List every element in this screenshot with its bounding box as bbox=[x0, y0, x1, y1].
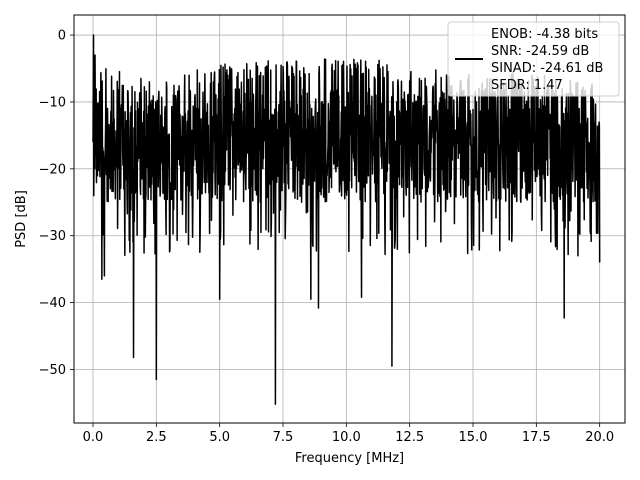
legend-enob: ENOB: -4.38 bits bbox=[491, 27, 598, 42]
x-tick-label: 17.5 bbox=[522, 430, 551, 445]
y-tick-label: −40 bbox=[39, 296, 66, 311]
y-tick-label: −20 bbox=[39, 162, 66, 177]
y-tick-label: −30 bbox=[39, 229, 66, 244]
axis-ticks: 0.0 2.5 5.0 7.5 10.0 12.5 15.0 17.5 20.0 0 −10 −20 −… bbox=[39, 29, 615, 445]
x-tick-label: 7.5 bbox=[273, 430, 294, 445]
x-tick-label: 12.5 bbox=[395, 430, 424, 445]
legend-sinad: SINAD: -24.61 dB bbox=[491, 61, 603, 76]
x-tick-label: 15.0 bbox=[459, 430, 488, 445]
y-tick-label: −50 bbox=[39, 363, 66, 378]
x-tick-label: 5.0 bbox=[209, 430, 230, 445]
x-tick-label: 10.0 bbox=[332, 430, 361, 445]
axes-frame bbox=[73, 14, 626, 424]
legend-sfdr: SFDR: 1.47 bbox=[491, 78, 563, 93]
x-tick-label: 2.5 bbox=[146, 430, 167, 445]
legend-snr: SNR: -24.59 dB bbox=[491, 44, 589, 59]
x-tick-label: 0.0 bbox=[83, 430, 104, 445]
x-axis-label: Frequency [MHz] bbox=[295, 451, 404, 466]
y-axis-label: PSD [dB] bbox=[14, 190, 29, 248]
x-tick-label: 20.0 bbox=[585, 430, 614, 445]
y-tick-label: −10 bbox=[39, 95, 66, 110]
y-tick-label: 0 bbox=[58, 29, 66, 44]
legend-box bbox=[447, 21, 620, 97]
legend: ENOB: -4.38 bits SNR: -24.59 dB SINAD: -… bbox=[447, 21, 620, 97]
